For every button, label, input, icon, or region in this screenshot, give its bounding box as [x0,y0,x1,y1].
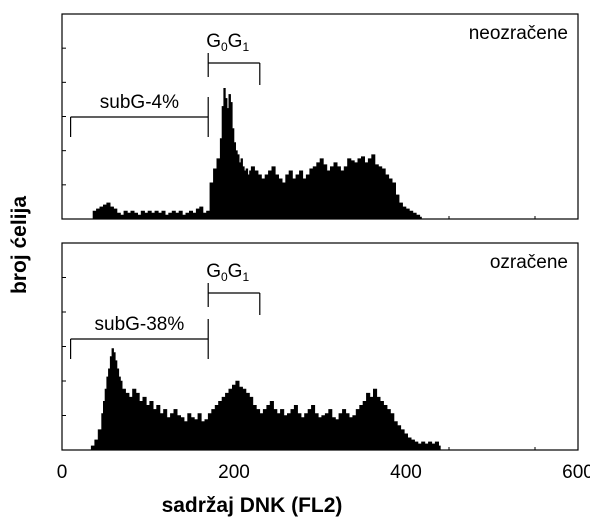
panel-title: ozračene [490,252,568,273]
g0g1-label: G0G1 [206,31,249,54]
g0g1-label: G0G1 [206,261,249,284]
x-axis: 0 200 400 600 [57,462,590,483]
subg-label: subG-38% [95,314,185,335]
panel-1: neozračene subG-4% G0G1 [61,13,579,220]
y-axis-title: broj ćelija [8,196,31,294]
histogram-series [87,348,441,451]
panel-title: neozračene [469,23,568,44]
x-tick-label: 200 [218,462,250,483]
panels: neozračene subG-4% G0G1 ozračene subG-38% G0G… [61,13,579,451]
x-tick-label: 400 [390,462,422,483]
histogram-series [87,88,422,220]
x-tick-label: 0 [57,462,68,483]
x-axis-title: sadržaj DNK (FL2) [162,494,343,517]
x-tick-label: 600 [562,462,590,483]
subg-label: subG-4% [100,92,179,113]
panel-2: ozračene subG-38% G0G1 [61,242,579,451]
